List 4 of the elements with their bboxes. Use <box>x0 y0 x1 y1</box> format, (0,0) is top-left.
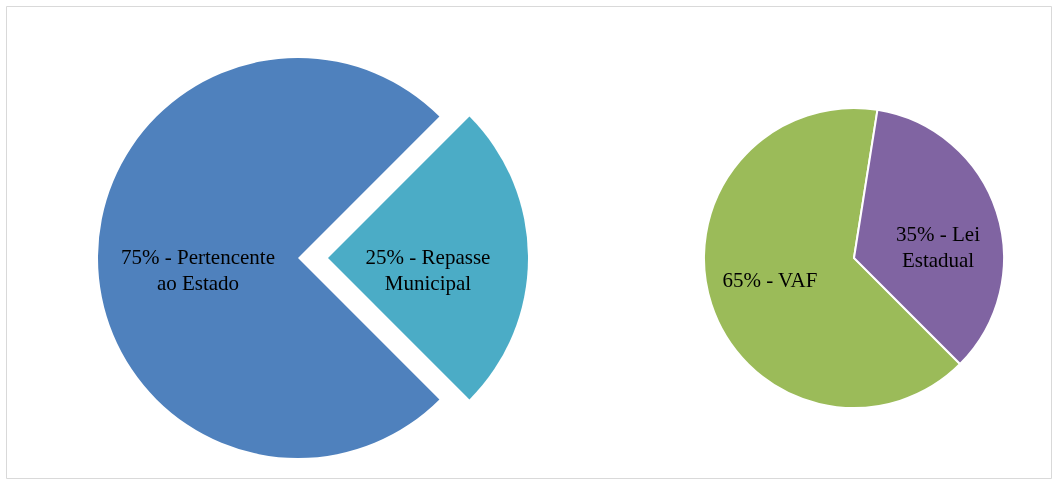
data-label: 65% - VAF <box>722 267 818 292</box>
data-label: 75% - Pertencente ao Estado <box>121 245 275 295</box>
data-label: 35% - Lei Estadual <box>896 222 981 273</box>
data-label: 25% - Repasse Municipal <box>365 245 491 295</box>
